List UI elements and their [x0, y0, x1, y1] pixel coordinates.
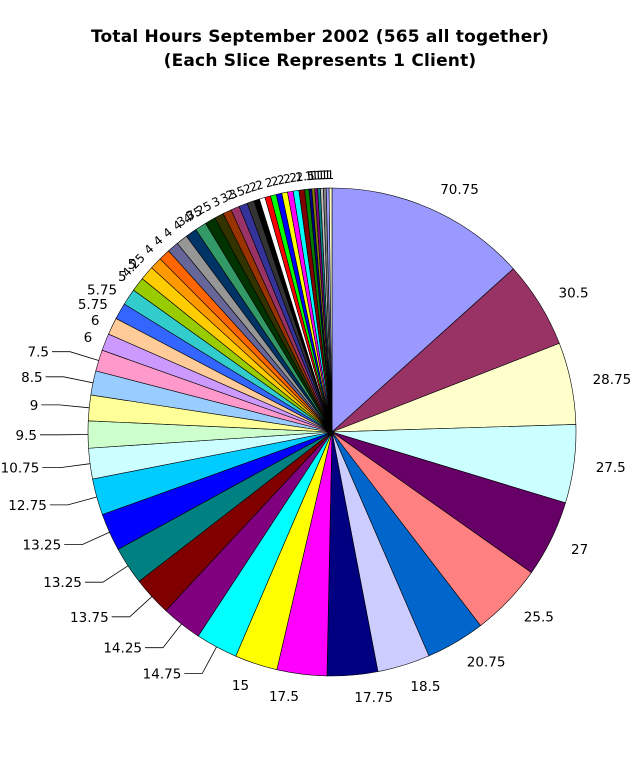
slice-label: 2.5: [224, 183, 247, 203]
slice-label: 20.75: [467, 654, 506, 670]
slice-label: 1: [323, 168, 331, 182]
slice-labels: 70.7530.528.7527.52725.520.7518.517.7517…: [1, 168, 632, 706]
leader-line: [41, 404, 90, 409]
slice-label: 17.75: [354, 690, 393, 706]
slice-label: 1.5: [295, 168, 315, 184]
chart-subtitle: (Each Slice Represents 1 Client): [163, 51, 477, 71]
slice-label: 1: [317, 168, 325, 182]
slice-label: 5.75: [78, 297, 108, 313]
slice-label: 1: [304, 169, 313, 184]
leader-line: [111, 596, 153, 618]
slice-label: 27.5: [596, 460, 626, 476]
slice-label: 27: [571, 542, 588, 558]
slice-label: 28.75: [593, 372, 632, 388]
slice-label: 6: [91, 313, 100, 329]
pie-slices: [87, 187, 577, 677]
slice-label: 1: [314, 168, 322, 182]
slice-label: 3.25: [184, 199, 214, 224]
slice-label: 17.5: [269, 689, 299, 705]
slice-label: 14.75: [143, 666, 182, 682]
slice-label: 18.5: [410, 679, 440, 695]
slice-label: 30.5: [559, 286, 589, 302]
leader-line: [145, 623, 182, 649]
slice-label: 2: [242, 181, 254, 197]
slice-label: 2: [295, 170, 304, 185]
slice-label: 5.75: [87, 282, 117, 298]
slice-label: 9.5: [16, 428, 37, 444]
slice-label: 1: [308, 169, 317, 184]
slice-label: 13.25: [23, 538, 62, 554]
pie-slice: [331, 187, 514, 433]
leader-line: [184, 646, 217, 674]
slice-label: 4: [141, 242, 156, 257]
slice-label: 2: [248, 179, 259, 195]
slice-label: 4.25: [119, 251, 148, 280]
slice-label: 4: [160, 225, 175, 241]
leader-line: [42, 463, 91, 469]
slice-label: 1: [320, 168, 328, 182]
slice-label: 2: [270, 174, 281, 189]
slice-label: 10.75: [1, 461, 40, 477]
slice-label: 70.75: [440, 182, 479, 198]
slice-label: 12.75: [8, 498, 47, 514]
leader-line: [45, 376, 94, 384]
chart-title: Total Hours September 2002 (565 all toge…: [91, 27, 549, 47]
slice-label: 2: [282, 171, 292, 186]
slice-label: 5: [118, 269, 127, 285]
slice-label: 1: [327, 168, 335, 182]
slice-label: 5: [128, 257, 137, 273]
slice-label: 2: [254, 177, 265, 193]
slice-label: 2: [276, 172, 286, 187]
slice-label: 4: [151, 233, 166, 249]
slice-label: 15: [232, 678, 249, 694]
slice-label: 2: [264, 175, 275, 190]
slice-label: 8.5: [21, 370, 42, 386]
slice-label: 9: [30, 398, 39, 414]
pie-slice: [328, 187, 333, 433]
slice-label: 13.25: [43, 575, 82, 591]
slice-label: 7.5: [28, 345, 49, 361]
slice-label: 13.75: [70, 610, 109, 626]
slice-label: 2: [288, 170, 298, 185]
slice-label: 1: [311, 168, 320, 182]
leader-line: [64, 531, 110, 545]
slice-label: 14.25: [103, 641, 142, 657]
leader-line: [52, 351, 99, 361]
leader-line: [49, 496, 97, 506]
slice-label: 25.5: [524, 609, 554, 625]
leader-line: [84, 565, 129, 583]
leader-lines: [40, 351, 217, 674]
slice-label: 6: [84, 330, 93, 346]
